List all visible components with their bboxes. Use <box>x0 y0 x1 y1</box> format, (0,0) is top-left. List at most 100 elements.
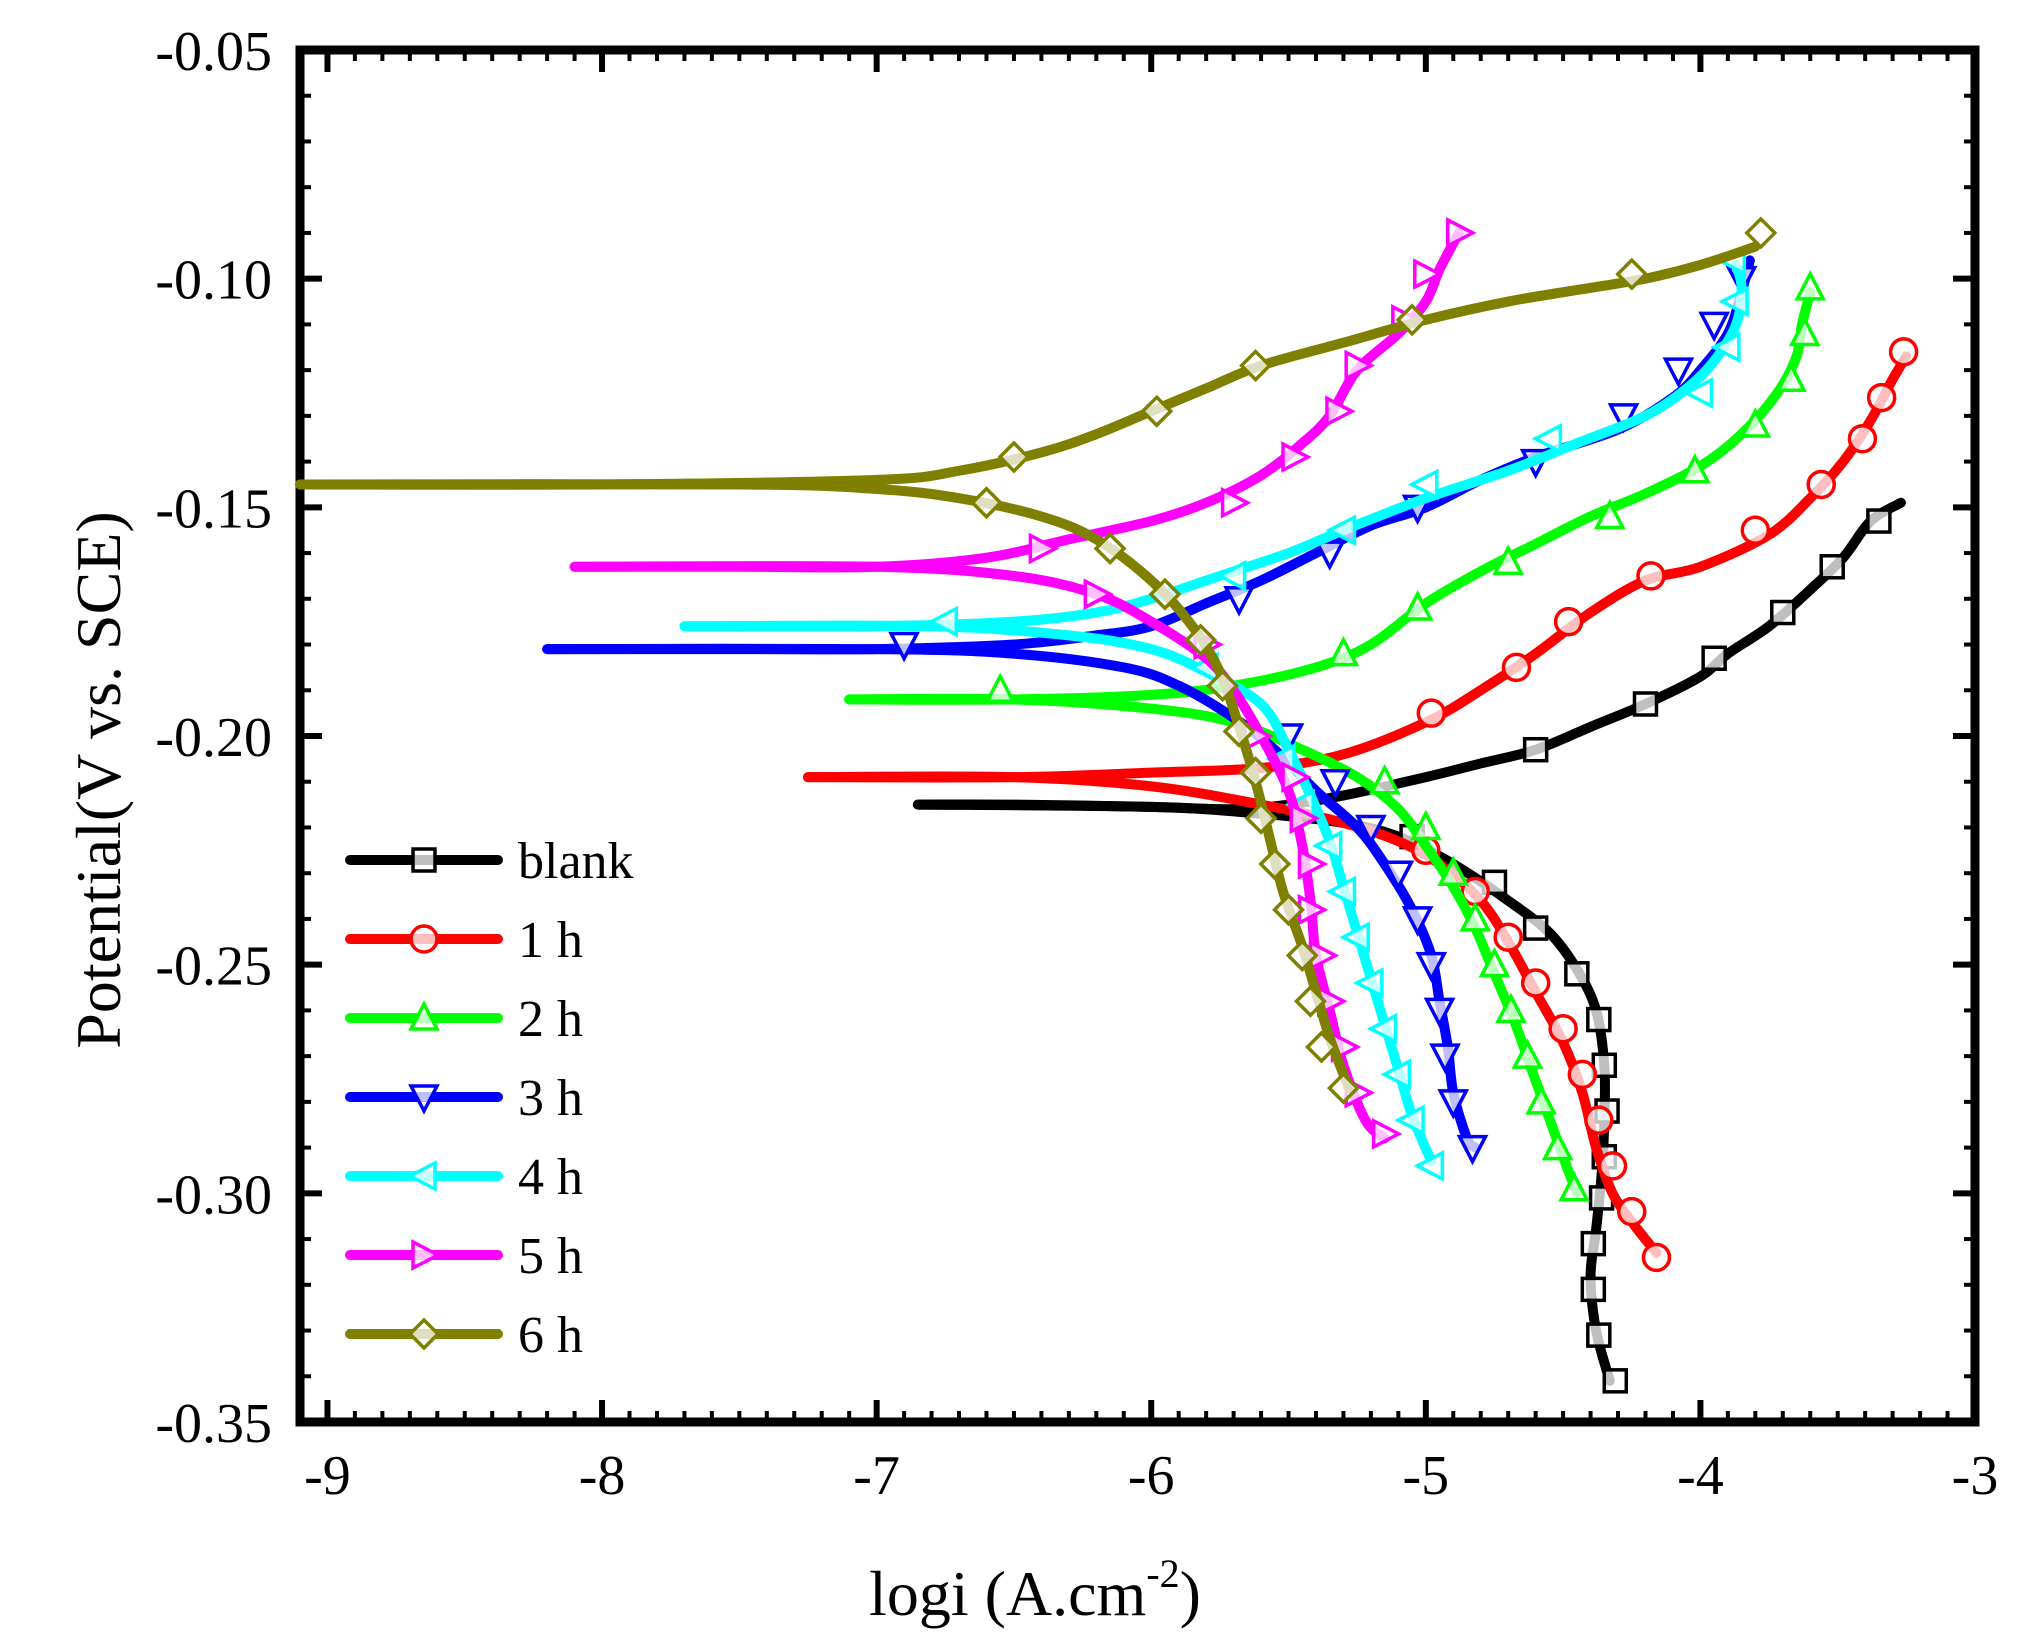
data-point <box>1522 736 1549 763</box>
x-tick-label: -5 <box>1402 1445 1449 1507</box>
legend-label: blank <box>518 833 634 890</box>
data-point <box>1382 860 1415 891</box>
legend-swatch-marker <box>407 1317 441 1351</box>
data-point <box>1093 532 1127 565</box>
y-tick-label: -0.35 <box>155 1393 272 1455</box>
data-point <box>1272 893 1305 927</box>
data-point <box>1325 395 1356 428</box>
data-point <box>1327 635 1360 667</box>
data-point <box>1888 337 1919 367</box>
x-tick-label: -4 <box>1677 1445 1724 1507</box>
data-point <box>1258 847 1292 881</box>
data-point <box>1682 377 1714 409</box>
x-tick-label: -6 <box>1128 1445 1175 1507</box>
data-point <box>1366 1012 1398 1045</box>
data-point <box>1380 1058 1412 1091</box>
data-point <box>1615 257 1649 291</box>
data-point <box>1311 829 1343 862</box>
data-point <box>1522 915 1549 941</box>
data-point <box>1459 901 1492 932</box>
data-point <box>1794 270 1827 301</box>
data-point <box>1184 623 1218 657</box>
y-tick-label: -0.25 <box>155 936 272 998</box>
data-point <box>1495 992 1527 1024</box>
data-point <box>1416 698 1447 728</box>
data-point <box>1584 1105 1614 1135</box>
data-point <box>1429 1043 1461 1074</box>
series-4-h <box>679 244 1749 1182</box>
data-point <box>1617 1196 1647 1227</box>
data-point <box>1580 1276 1607 1303</box>
data-point <box>1541 1129 1574 1161</box>
data-point <box>1294 984 1327 1018</box>
series-line-anodic <box>542 255 1755 655</box>
data-point <box>997 440 1031 474</box>
legend-item: 5 h <box>345 1228 583 1285</box>
data-point <box>1866 508 1892 534</box>
data-point <box>1285 939 1319 972</box>
data-point <box>1632 691 1659 717</box>
x-tick-label: -3 <box>1952 1445 1999 1507</box>
data-point <box>1313 540 1346 571</box>
data-point <box>1408 468 1439 501</box>
data-point <box>1409 809 1442 841</box>
legend-label: 4 h <box>518 1149 583 1206</box>
data-point <box>1028 532 1060 565</box>
series-line-cathodic <box>295 479 1354 1094</box>
legend-item: 2 h <box>345 991 583 1048</box>
data-point <box>1394 1104 1425 1137</box>
data-point <box>1492 544 1525 575</box>
series-line-anodic <box>844 287 1816 705</box>
data-point <box>1326 1071 1360 1105</box>
data-point <box>1223 586 1255 617</box>
data-point <box>1739 407 1772 438</box>
data-point <box>1401 906 1434 937</box>
data-point <box>1788 315 1821 347</box>
data-point <box>1698 311 1731 343</box>
series-line-anodic <box>679 259 1747 632</box>
data-point <box>1325 875 1357 908</box>
x-tick-label: -7 <box>853 1445 900 1507</box>
data-point <box>1083 578 1115 611</box>
data-point <box>1553 606 1584 637</box>
series-line-cathodic <box>802 771 1662 1258</box>
data-point <box>1415 951 1448 983</box>
data-point <box>1525 1084 1558 1115</box>
data-point <box>1413 1150 1445 1182</box>
legend-swatch-marker <box>411 1239 442 1271</box>
y-axis-title: Potential(V vs. SCE) <box>63 511 134 1049</box>
legend-label: 6 h <box>518 1307 583 1364</box>
legend-swatch-marker <box>408 1084 440 1115</box>
data-point <box>1567 1059 1598 1090</box>
data-point <box>1586 1322 1612 1348</box>
data-point <box>1239 349 1273 383</box>
data-point <box>1701 645 1727 672</box>
x-axis-title-exponent: -2 <box>1146 1551 1179 1596</box>
data-point <box>1597 1151 1628 1181</box>
data-point <box>1353 967 1384 999</box>
legend-swatch-marker <box>411 847 437 873</box>
data-point <box>1289 802 1321 835</box>
data-point <box>1819 554 1845 580</box>
data-point <box>1641 1242 1672 1273</box>
legend-label: 1 h <box>518 912 583 969</box>
data-point <box>1520 968 1551 998</box>
data-point <box>888 631 920 663</box>
x-tick-label: -8 <box>579 1445 626 1507</box>
y-tick-label: -0.05 <box>155 21 272 83</box>
data-point <box>1222 714 1256 748</box>
legend-item: 3 h <box>345 1070 583 1127</box>
legend: blank 1 h 2 h 3 h 4 h 5 h 6 h <box>345 833 634 1364</box>
legend-label: 5 h <box>518 1228 583 1285</box>
data-point <box>1744 216 1778 250</box>
data-point <box>1355 814 1387 846</box>
data-point <box>1548 1013 1578 1044</box>
data-point <box>1806 469 1836 500</box>
data-point <box>1371 1117 1403 1150</box>
data-point <box>1710 331 1741 364</box>
data-point <box>1501 652 1532 683</box>
data-point <box>1740 515 1771 545</box>
legend-swatch-marker <box>406 1160 437 1192</box>
data-point <box>1140 394 1174 428</box>
